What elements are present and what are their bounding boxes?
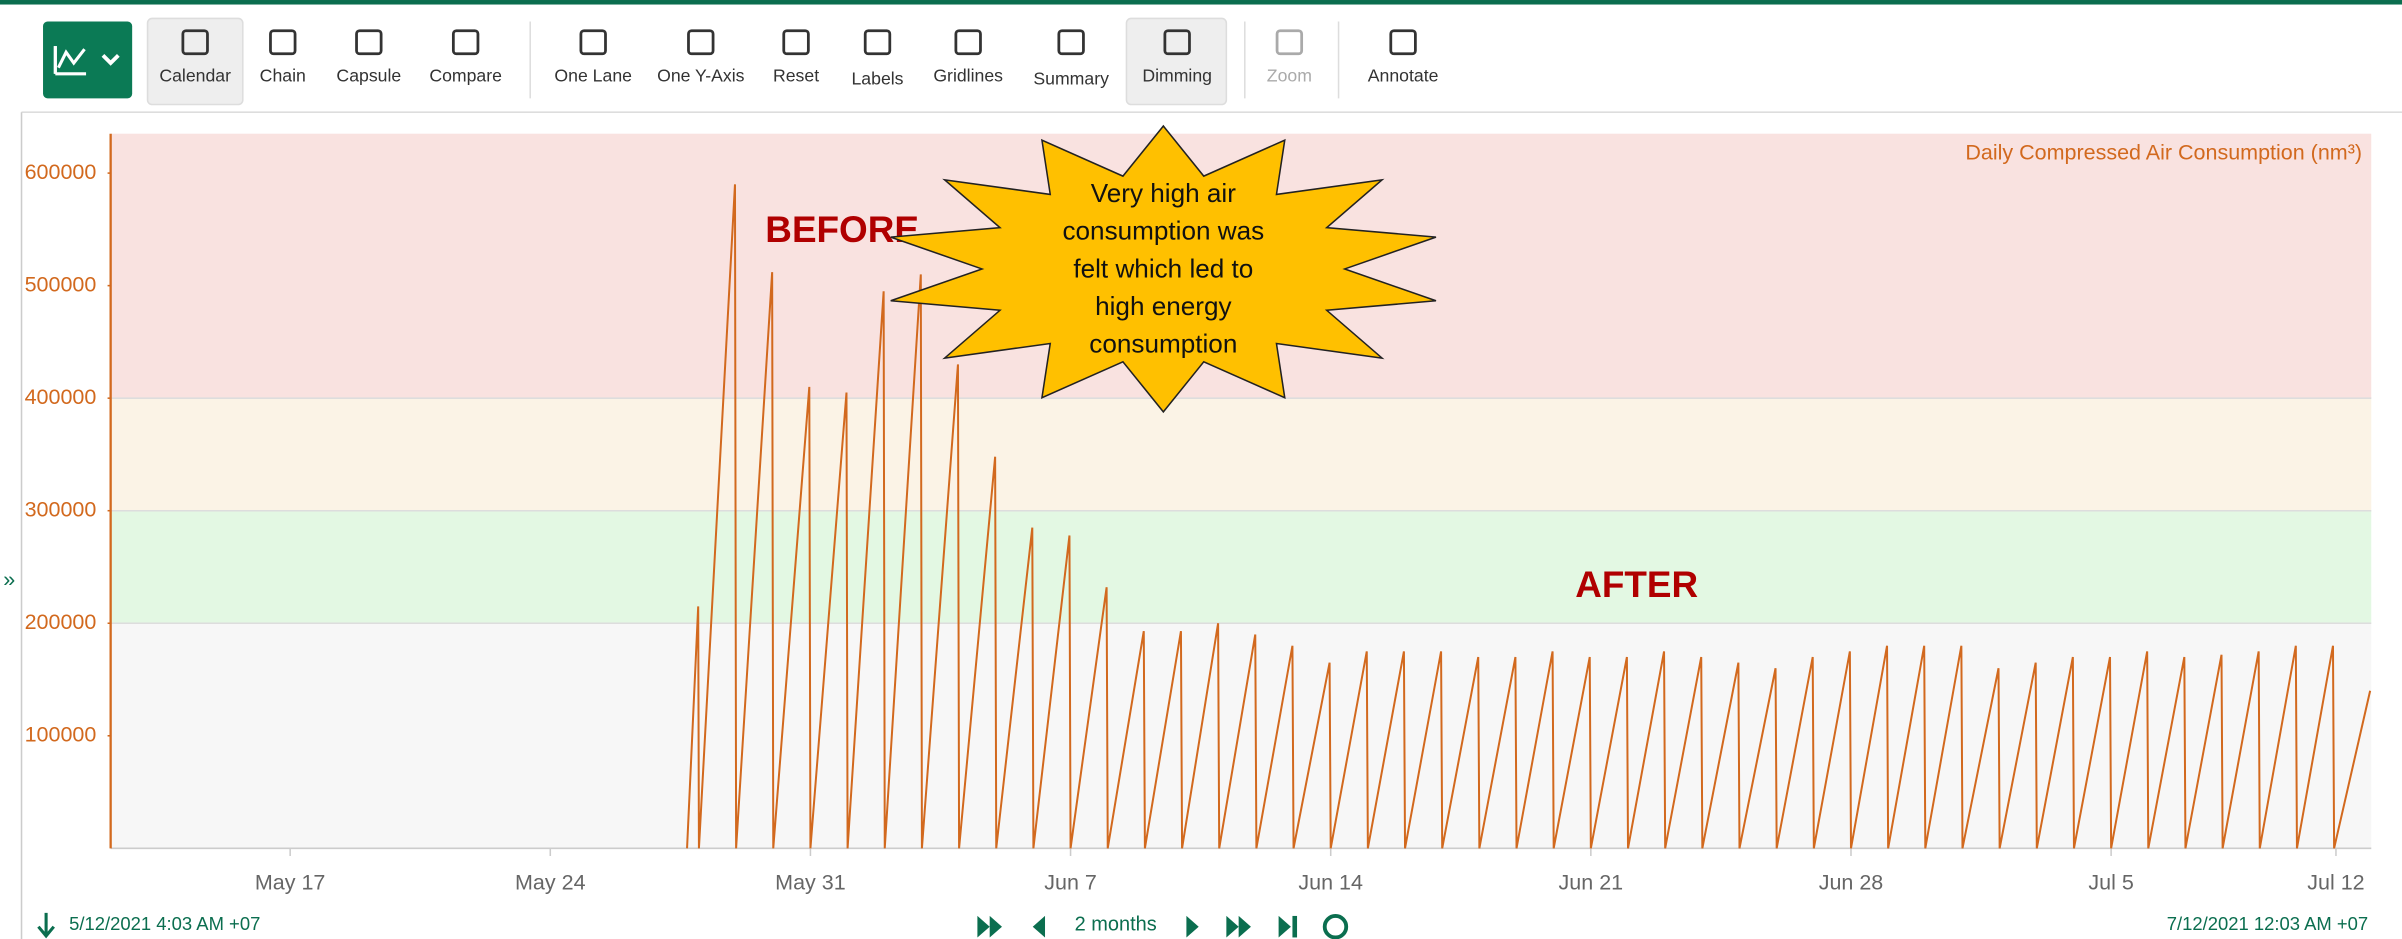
y-tick-label: 100000 [25, 722, 97, 746]
y-tick-label: 300000 [25, 497, 97, 521]
forward-buttons[interactable] [1186, 916, 1291, 938]
button-label: Gridlines [933, 66, 1003, 86]
refresh-button[interactable] [1325, 916, 1347, 938]
back-buttons[interactable] [977, 916, 1045, 938]
callout-text: felt which led to [1073, 253, 1253, 283]
end-time[interactable]: 7/12/2021 12:03 AM +07 [2167, 913, 2368, 934]
button-label: One Y-Axis [657, 66, 745, 86]
button-label: Reset [773, 66, 819, 86]
series-label: Daily Compressed Air Consumption (nm³) [1965, 140, 2362, 164]
top-border [0, 0, 2402, 5]
start-time[interactable]: 5/12/2021 4:03 AM +07 [69, 913, 260, 934]
y-tick-label: 500000 [25, 272, 97, 296]
footer: 5/12/2021 4:03 AM +07 2 months 7/12/2021… [38, 913, 2368, 938]
button-label: Capsule [336, 66, 401, 86]
button-label: Calendar [159, 66, 231, 86]
threshold-band [111, 398, 2372, 511]
x-tick-label: May 17 [255, 870, 326, 894]
callout-text: consumption [1089, 329, 1237, 359]
y-tick-label: 200000 [25, 610, 97, 634]
x-tick-label: Jul 12 [2307, 870, 2364, 894]
x-tick-label: Jul 5 [2088, 870, 2133, 894]
x-tick-label: May 31 [775, 870, 846, 894]
button-label: Zoom [1267, 66, 1312, 86]
button-label: Labels [851, 69, 903, 89]
button-label: Summary [1033, 69, 1109, 89]
button-label: Compare [429, 66, 502, 86]
end-button[interactable] [1292, 916, 1297, 938]
y-tick-label: 600000 [25, 160, 97, 184]
x-tick-label: Jun 7 [1044, 870, 1097, 894]
callout-text: high energy [1095, 291, 1231, 321]
button-label: Annotate [1368, 66, 1439, 86]
view-button[interactable] [43, 22, 132, 99]
callout-text: Very high air [1091, 178, 1236, 208]
x-tick-label: Jun 14 [1298, 870, 1363, 894]
x-tick-label: Jun 28 [1819, 870, 1884, 894]
x-tick-label: Jun 21 [1559, 870, 1624, 894]
range[interactable]: 2 months [1075, 913, 1157, 935]
y-tick-label: 400000 [25, 385, 97, 409]
callout-text: consumption was [1062, 216, 1264, 246]
threshold-band [111, 511, 2372, 624]
app: » Calendar Chain Capsule Compare One Lane One… [0, 0, 2402, 939]
start-arrow[interactable] [38, 913, 53, 936]
x-tick-label: May 24 [515, 870, 586, 894]
threshold-band [111, 623, 2372, 848]
before-label: BEFORE [765, 209, 919, 250]
button-label: Dimming [1142, 66, 1212, 86]
sidebar-toggle[interactable]: » [3, 568, 15, 592]
after-label: AFTER [1575, 564, 1698, 605]
button-label: One Lane [554, 66, 632, 86]
button-label: Chain [260, 66, 306, 86]
